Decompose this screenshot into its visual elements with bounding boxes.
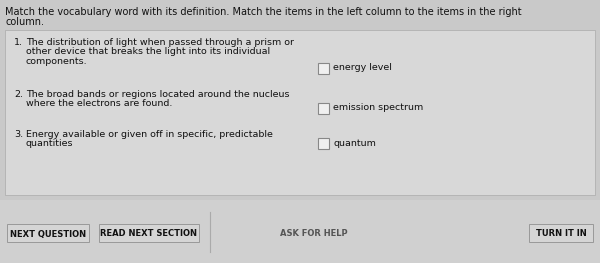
Text: The distribution of light when passed through a prism or: The distribution of light when passed th… xyxy=(26,38,294,47)
Text: column.: column. xyxy=(5,17,44,27)
Text: Energy available or given off in specific, predictable: Energy available or given off in specifi… xyxy=(26,130,273,139)
Text: 1.: 1. xyxy=(14,38,23,47)
Text: Match the vocabulary word with its definition. Match the items in the left colum: Match the vocabulary word with its defin… xyxy=(5,7,521,17)
Text: quantum: quantum xyxy=(333,139,376,148)
Text: other device that breaks the light into its individual: other device that breaks the light into … xyxy=(26,48,270,57)
FancyBboxPatch shape xyxy=(318,138,329,149)
Text: TURN IT IN: TURN IT IN xyxy=(536,230,586,239)
Text: quantities: quantities xyxy=(26,139,74,149)
Text: The broad bands or regions located around the nucleus: The broad bands or regions located aroun… xyxy=(26,90,290,99)
FancyBboxPatch shape xyxy=(529,224,593,242)
FancyBboxPatch shape xyxy=(5,30,595,195)
FancyBboxPatch shape xyxy=(7,224,89,242)
Text: energy level: energy level xyxy=(333,63,392,73)
Text: NEXT QUESTION: NEXT QUESTION xyxy=(10,230,86,239)
FancyBboxPatch shape xyxy=(0,200,600,263)
Text: components.: components. xyxy=(26,57,88,66)
Text: 3.: 3. xyxy=(14,130,23,139)
Text: READ NEXT SECTION: READ NEXT SECTION xyxy=(101,230,197,239)
FancyBboxPatch shape xyxy=(318,103,329,114)
Text: emission spectrum: emission spectrum xyxy=(333,104,423,113)
Text: 2.: 2. xyxy=(14,90,23,99)
FancyBboxPatch shape xyxy=(99,224,199,242)
FancyBboxPatch shape xyxy=(318,63,329,73)
Text: ASK FOR HELP: ASK FOR HELP xyxy=(280,230,347,239)
Text: where the electrons are found.: where the electrons are found. xyxy=(26,99,172,109)
